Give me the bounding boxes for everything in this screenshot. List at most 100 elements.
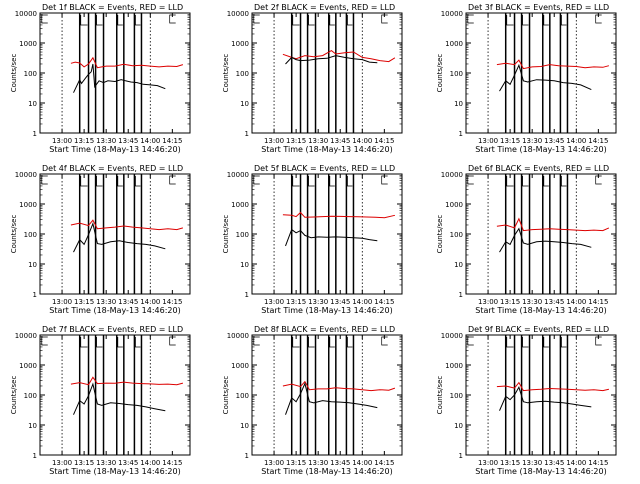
plot-frame [465, 334, 617, 456]
x-tick-label: 13:00 [52, 459, 72, 467]
event-bracket [561, 15, 567, 26]
series-line-events [285, 55, 378, 65]
event-bracket [347, 176, 353, 187]
x-tick-label: 13:45 [330, 298, 350, 306]
corner-marker [381, 175, 388, 185]
y-tick-label: 1 [245, 130, 249, 138]
y-tick-label: 1 [459, 452, 463, 460]
corner-marker [595, 14, 602, 24]
event-bracket [292, 15, 300, 26]
y-tick-label: 1000 [19, 201, 37, 209]
y-tick-label: 10 [240, 422, 249, 430]
chart-panel-9: Det 9f BLACK = Events, RED = LLD 1 10 100 10… [436, 325, 617, 476]
corner-marker [169, 336, 176, 346]
x-axis-label: Start Time (18-May-13 14:46:20) [475, 306, 606, 315]
y-tick-label: 100 [24, 392, 37, 400]
corner-marker [467, 175, 474, 185]
x-tick-label: 14:15 [374, 137, 394, 145]
chart-panel-1: Det 1f BLACK = Events, RED = LLD 1 10 100 10… [10, 3, 191, 154]
x-tick-label: 14:00 [140, 298, 160, 306]
event-bracket [561, 176, 567, 187]
y-tick-label: 10 [454, 100, 463, 108]
x-tick-label: 13:30 [96, 137, 116, 145]
corner-marker [381, 336, 388, 346]
y-tick-label: 1000 [445, 201, 463, 209]
event-bracket [308, 337, 315, 348]
y-tick-label: 1000 [19, 362, 37, 370]
y-tick-label: 1 [245, 291, 249, 299]
y-tick-label: 1000 [231, 40, 249, 48]
x-tick-label: 13:15 [74, 298, 94, 306]
y-tick-label: 1000 [19, 40, 37, 48]
chart-title: Det 4f BLACK = Events, RED = LLD [42, 164, 183, 173]
event-bracket [543, 15, 549, 26]
x-tick-label: 13:45 [544, 459, 564, 467]
corner-marker [467, 336, 474, 346]
x-tick-label: 14:00 [140, 459, 160, 467]
x-tick-label: 13:15 [286, 459, 306, 467]
x-tick-label: 14:00 [140, 137, 160, 145]
y-tick-label: 10000 [441, 332, 463, 340]
x-tick-label: 13:00 [52, 298, 72, 306]
y-tick-label: 100 [24, 231, 37, 239]
x-axis-label: Start Time (18-May-13 14:46:20) [261, 145, 392, 154]
event-bracket [506, 337, 514, 348]
x-tick-label: 13:15 [500, 298, 520, 306]
event-bracket [80, 15, 88, 26]
x-tick-label: 14:15 [162, 459, 182, 467]
corner-marker [381, 14, 388, 24]
plot-frame [465, 173, 617, 295]
y-axis-label: Counts/sec [436, 215, 444, 254]
y-tick-label: 100 [450, 392, 463, 400]
y-tick-label: 100 [450, 231, 463, 239]
corner-marker [41, 175, 48, 185]
corner-marker [595, 336, 602, 346]
y-axis-label: Counts/sec [222, 376, 230, 415]
x-tick-label: 14:00 [352, 137, 372, 145]
event-bracket [347, 15, 353, 26]
event-bracket [308, 176, 315, 187]
event-bracket [96, 337, 103, 348]
x-tick-label: 13:45 [118, 459, 138, 467]
series-line-lld [496, 381, 610, 392]
x-axis-label: Start Time (18-May-13 14:46:20) [261, 467, 392, 476]
x-tick-label: 13:15 [286, 137, 306, 145]
event-bracket [292, 176, 300, 187]
series-line-lld [70, 56, 184, 69]
x-tick-label: 14:00 [566, 298, 586, 306]
x-tick-label: 14:15 [162, 137, 182, 145]
x-tick-label: 13:30 [96, 298, 116, 306]
series-line-lld [282, 211, 396, 219]
event-bracket [292, 337, 300, 348]
event-bracket [308, 15, 315, 26]
y-tick-label: 10000 [15, 332, 37, 340]
y-tick-label: 10 [28, 100, 37, 108]
y-tick-label: 1000 [231, 362, 249, 370]
x-tick-label: 14:00 [352, 298, 372, 306]
event-bracket [135, 15, 141, 26]
event-bracket [543, 176, 549, 187]
event-bracket [117, 15, 123, 26]
y-tick-label: 1 [459, 291, 463, 299]
event-bracket [329, 176, 335, 187]
x-tick-label: 13:45 [544, 298, 564, 306]
x-tick-label: 13:30 [308, 137, 328, 145]
corner-marker [169, 14, 176, 24]
y-axis-label: Counts/sec [222, 215, 230, 254]
y-tick-label: 1 [245, 452, 249, 460]
event-bracket [80, 337, 88, 348]
event-bracket [522, 176, 529, 187]
x-axis-label: Start Time (18-May-13 14:46:20) [261, 306, 392, 315]
y-tick-label: 10 [240, 261, 249, 269]
series-line-lld [70, 219, 184, 231]
event-bracket [543, 337, 549, 348]
y-tick-label: 10000 [441, 171, 463, 179]
x-tick-label: 13:30 [522, 459, 542, 467]
x-axis-label: Start Time (18-May-13 14:46:20) [475, 145, 606, 154]
chart-panel-4: Det 4f BLACK = Events, RED = LLD 1 10 100 10… [10, 164, 191, 315]
event-bracket [80, 176, 88, 187]
chart-panel-3: Det 3f BLACK = Events, RED = LLD 1 10 100 10… [436, 3, 617, 154]
chart-panel-8: Det 8f BLACK = Events, RED = LLD 1 10 100 10… [222, 325, 403, 476]
y-tick-label: 10 [28, 422, 37, 430]
